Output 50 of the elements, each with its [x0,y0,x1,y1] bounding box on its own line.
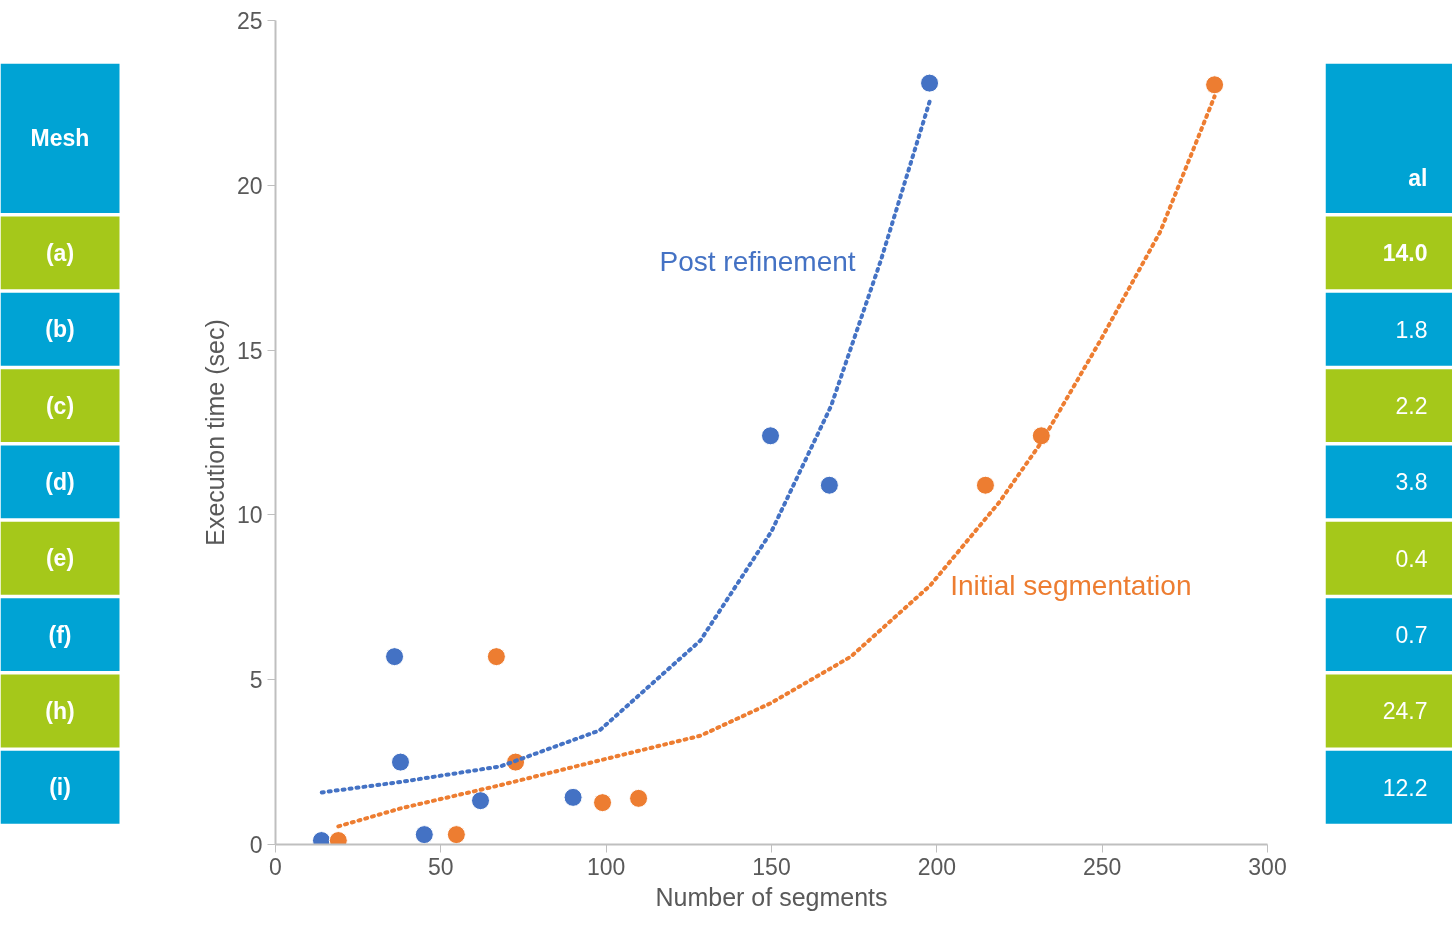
text: (b) [45,316,75,343]
text: (a) [45,239,75,266]
text: 0.4 [1395,545,1428,572]
point [920,73,940,93]
point [629,788,649,808]
y-tick-label: 15 [236,337,263,364]
y-tick-label: 0 [249,832,263,858]
text: 24.7 [1382,698,1428,725]
point [385,647,405,667]
text: Mesh [30,125,90,152]
x-tick-label: 250 [1082,853,1122,880]
series-label: Post refinement [659,245,856,277]
point [975,475,995,495]
text: al [1408,165,1428,192]
y-tick-label: 10 [236,502,263,529]
text: (d) [45,468,75,495]
x-tick-label: 0 [269,853,282,880]
point [414,825,434,845]
point [486,647,506,667]
x-tick-label: 50 [428,853,454,880]
point [471,791,491,811]
text: 12.2 [1382,774,1428,801]
y-tick-label: 25 [236,8,263,34]
text: (i) [49,774,71,801]
text: 2.2 [1395,393,1428,420]
text: (f) [48,621,72,648]
point [1205,75,1225,95]
y-tick-label: 20 [236,172,263,199]
y-axis-title: Execution time (sec) [200,319,229,546]
point [593,793,613,813]
x-tick-label: 150 [752,853,791,880]
point [563,787,583,807]
series-label: Initial segmentation [950,569,1192,601]
point [390,752,410,772]
text: (e) [45,545,75,572]
point [446,825,466,845]
text: 0.7 [1395,622,1428,649]
x-tick-label: 100 [586,853,626,880]
text: (h) [45,697,75,724]
x-axis-title: Number of segments [655,882,888,911]
point [819,475,839,495]
y-tick-label: 5 [249,667,263,694]
text: (c) [45,392,75,419]
text: 3.8 [1395,469,1428,496]
text: 1.8 [1395,316,1428,343]
x-tick-label: 200 [917,853,957,880]
text: 14.0 [1382,240,1428,267]
line-series [319,97,933,795]
point [761,426,781,446]
x-tick-label: 300 [1248,853,1287,880]
